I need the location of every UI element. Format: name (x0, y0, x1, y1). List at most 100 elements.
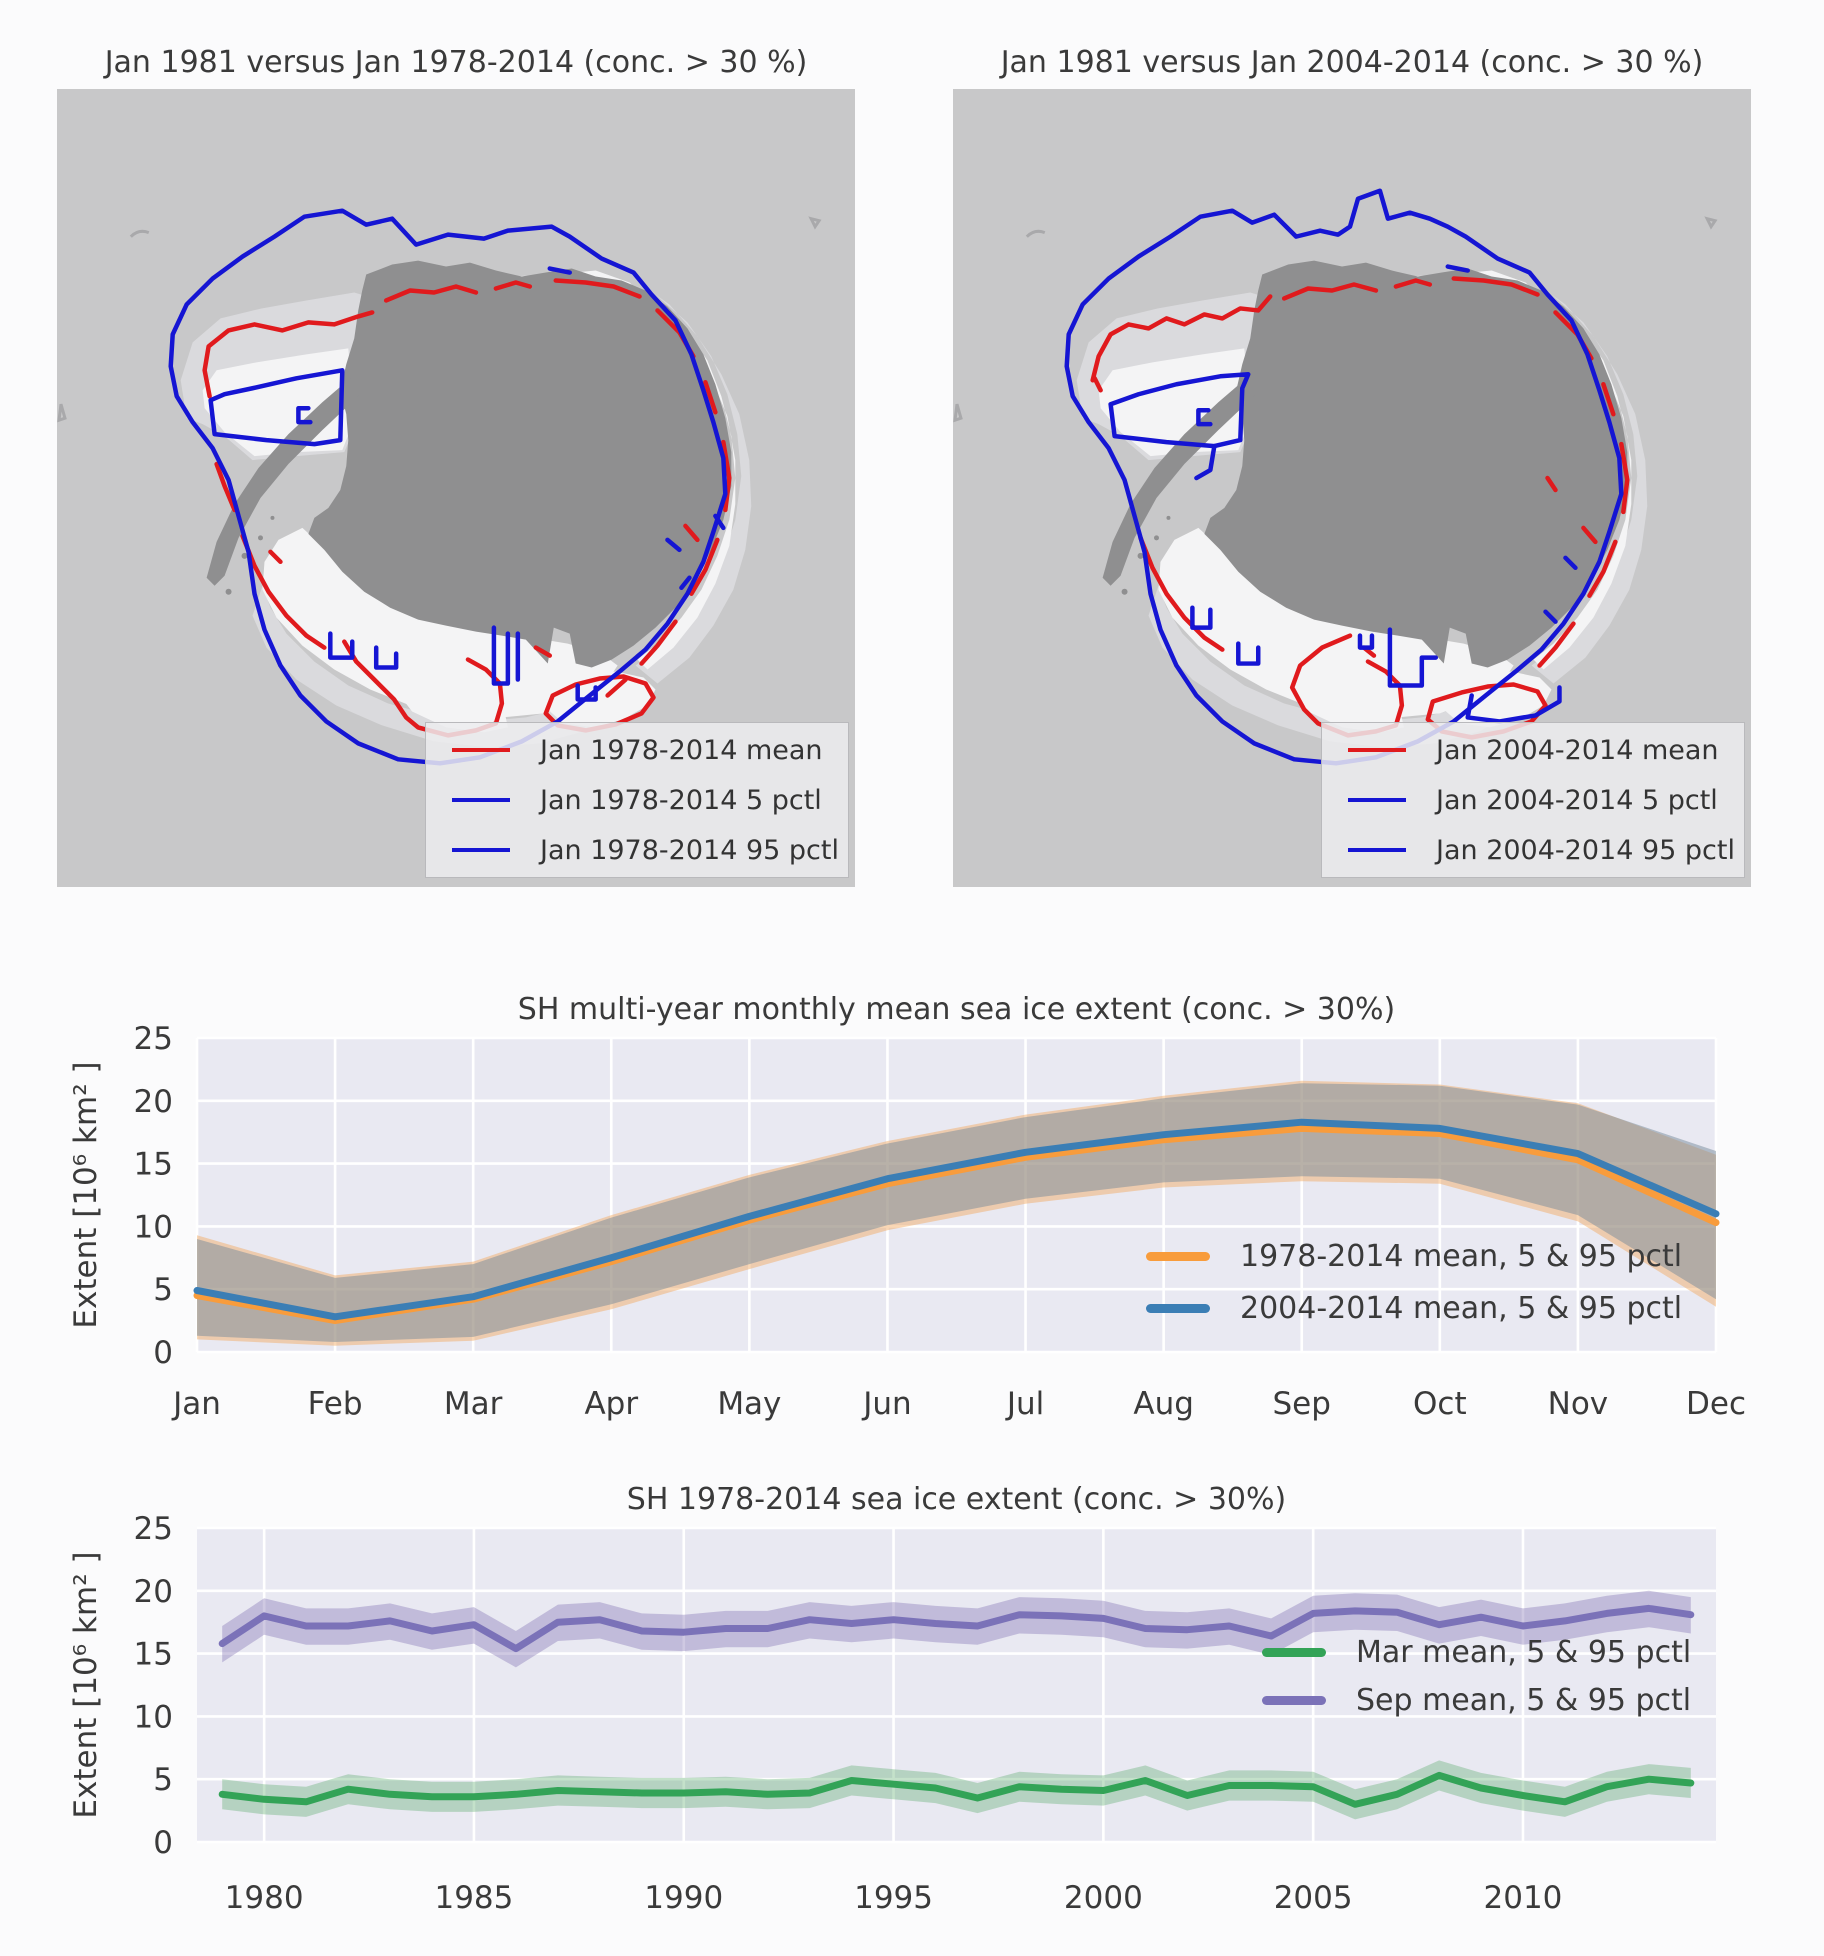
pctl5-contour-segment (1190, 605, 1213, 630)
mean-contour-segment (1090, 294, 1273, 383)
mean-contour-segment (1092, 376, 1103, 393)
land-speck (1704, 216, 1718, 230)
x-tick-label: Mar (444, 1386, 503, 1422)
x-tick-label: Oct (1413, 1386, 1467, 1422)
ice-shading-patch (635, 294, 752, 684)
series-swatch-sep (1262, 1695, 1326, 1705)
islands (1121, 515, 1171, 595)
annual-chart-ylabel: Extent [10⁶ km² ] (68, 1551, 104, 1819)
remote-land-specks (953, 216, 1718, 423)
legend-item: 2004-2014 mean, 5 & 95 pctl (1146, 1282, 1682, 1334)
island (225, 588, 232, 595)
islands (225, 515, 275, 595)
map-title: Jan 1981 versus Jan 1978-2014 (conc. > 3… (104, 45, 808, 80)
y-tick-label: 15 (134, 1147, 173, 1183)
pctl5-contour-segment (373, 645, 399, 670)
pctl5-contour-segment (665, 537, 682, 553)
y-tick-label: 15 (134, 1637, 173, 1673)
percentile-band (197, 1083, 1716, 1342)
pctl5-contour-segment (208, 368, 345, 447)
x-tick-label: 1985 (434, 1880, 513, 1916)
legend-label: Jan 2004-2014 95 pctl (1436, 834, 1735, 866)
mean-contour-segment (1545, 475, 1558, 493)
series-swatch-mar (1262, 1647, 1326, 1657)
legend-item: Sep mean, 5 & 95 pctl (1262, 1676, 1691, 1724)
island (1121, 588, 1128, 595)
map-legend: Jan 2004-2014 mean Jan 2004-2014 5 pctl … (1321, 722, 1745, 878)
sea-ice-patch (390, 627, 522, 733)
mean-contour-segment (383, 284, 479, 303)
pctl5-contour-segment (1236, 641, 1261, 666)
pctl5-contour-segment (547, 266, 572, 275)
mean-contour-segment (689, 537, 720, 596)
land-speck (808, 216, 822, 230)
pctl5-contour-segment (1108, 372, 1251, 449)
antarctic-peninsula (1102, 378, 1257, 586)
legend-label: 2004-2014 mean, 5 & 95 pctl (1240, 1290, 1683, 1326)
y-tick-label: 25 (134, 1511, 173, 1547)
y-tick-label: 5 (153, 1272, 173, 1308)
monthly-chart-ylabel: Extent [10⁶ km² ] (68, 1061, 104, 1329)
mean-contour-segment (639, 619, 678, 666)
legend-label: 1978-2014 mean, 5 & 95 pctl (1240, 1238, 1683, 1274)
x-tick-label: Dec (1686, 1386, 1746, 1422)
gridlines (197, 1526, 1716, 1844)
island (270, 515, 275, 520)
monthly-chart-title: SH multi-year monthly mean sea ice exten… (517, 992, 1396, 1027)
land-speck (129, 229, 150, 238)
legend-item: Jan 2004-2014 mean (1322, 735, 1744, 766)
land-speck (953, 403, 963, 423)
legend-label: Sep mean, 5 & 95 pctl (1356, 1682, 1692, 1718)
land-speck (57, 403, 67, 423)
pctl5-ice-edge-contour (1108, 264, 1578, 724)
x-tick-label: Sep (1273, 1386, 1331, 1422)
legend-label: Jan 2004-2014 mean (1436, 734, 1719, 766)
pctl95-contour-swatch (452, 848, 510, 852)
mean-contour-segment (1587, 539, 1618, 598)
mean-contour-segment (1537, 621, 1576, 668)
x-tick-label: Jan (171, 1386, 221, 1422)
antarctica-continent (1204, 260, 1628, 668)
island (1153, 535, 1159, 541)
mean-contour-segment (493, 280, 533, 291)
land-speck (1025, 229, 1046, 238)
x-tick-label: 1980 (225, 1880, 304, 1916)
sea-ice-patch (637, 300, 736, 670)
y-tick-label: 0 (153, 1825, 173, 1861)
pctl5-contour-segment (1445, 264, 1470, 273)
island (257, 535, 263, 541)
mean-contour-segment (1451, 276, 1540, 297)
x-tick-label: Jul (1005, 1386, 1044, 1422)
mean-contour-segment (721, 439, 732, 513)
annual-chart-legend: Mar mean, 5 & 95 pctl Sep mean, 5 & 95 p… (1262, 1628, 1691, 1724)
y-tick-label: 0 (153, 1335, 173, 1371)
island (1137, 552, 1144, 559)
ice-shading-patch (1531, 294, 1648, 684)
x-tick-label: Apr (584, 1386, 638, 1422)
x-tick-label: 2000 (1064, 1880, 1143, 1916)
mean-contour-segment (683, 523, 700, 543)
x-tick-label: Jun (861, 1386, 911, 1422)
mean-contour-segment (240, 533, 327, 650)
pctl5-contour-swatch (452, 798, 510, 802)
y-tick-label: 5 (153, 1762, 173, 1798)
antarctic-peninsula (206, 378, 361, 586)
x-tick-label: 2010 (1484, 1880, 1563, 1916)
legend-label: Jan 1978-2014 5 pctl (540, 784, 822, 816)
mean-line (218, 1604, 1695, 1653)
pctl5-contour-segment (679, 575, 692, 590)
legend-label: Jan 1978-2014 95 pctl (540, 834, 839, 866)
tick-labels: 0 5 10 15 20 25 Jan Feb Mar Apr May Jun Jul Aug Sep Oct… (134, 1021, 1746, 1422)
tick-labels: 0 5 10 15 20 25 1980 1985 1990 1995 2000 2005 2010 (134, 1511, 1563, 1916)
mean-contour-segment (268, 549, 283, 565)
mean-contour-segment (1619, 441, 1630, 515)
mean-contour-segment (1138, 535, 1225, 652)
legend-item: Jan 1978-2014 5 pctl (426, 785, 848, 816)
x-tick-label: 1995 (854, 1880, 933, 1916)
legend-label: Mar mean, 5 & 95 pctl (1356, 1634, 1692, 1670)
mean-contour-swatch (452, 748, 510, 752)
mean-contour-segment (202, 310, 375, 399)
pctl5-contour-segment (1387, 627, 1439, 688)
antarctica-map-svg (57, 89, 855, 887)
